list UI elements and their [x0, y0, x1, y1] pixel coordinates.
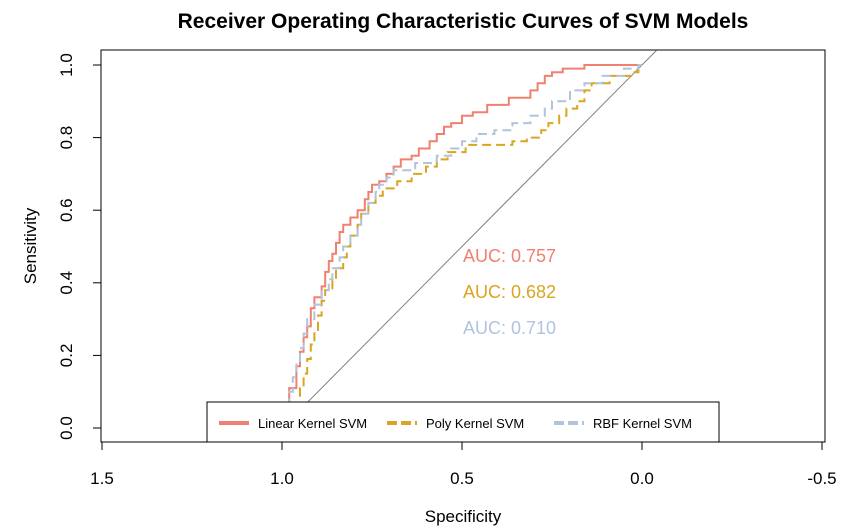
- y-tick-label: 0.8: [57, 126, 76, 150]
- y-tick-label: 0.4: [57, 271, 76, 295]
- x-tick-label: -0.5: [807, 469, 836, 488]
- legend-label: RBF Kernel SVM: [593, 416, 692, 431]
- reference-diagonal-layer: [268, 50, 657, 442]
- x-tick-label: 1.0: [270, 469, 294, 488]
- auc-label: AUC: 0.710: [463, 318, 556, 338]
- chart-title: Receiver Operating Characteristic Curves…: [178, 10, 749, 33]
- legend-label: Poly Kernel SVM: [426, 416, 524, 431]
- auc-label: AUC: 0.757: [463, 246, 556, 266]
- x-tick-label: 0.0: [630, 469, 654, 488]
- auc-label: AUC: 0.682: [463, 282, 556, 302]
- x-tick-label: 0.5: [450, 469, 474, 488]
- auc-annotations: AUC: 0.757 AUC: 0.682 AUC: 0.710: [463, 246, 556, 338]
- y-axis: 0.0 0.2 0.4 0.6 0.8 1.0: [57, 53, 102, 440]
- y-tick-label: 0.2: [57, 344, 76, 368]
- y-tick-label: 0.6: [57, 198, 76, 222]
- y-tick-label: 0.0: [57, 416, 76, 440]
- roc-curve-poly-kernel-svm: [288, 64, 642, 428]
- roc-curve-rbf-kernel-svm: [282, 64, 642, 429]
- series-layer: [282, 64, 642, 429]
- legend-label: Linear Kernel SVM: [258, 416, 367, 431]
- legend: Linear Kernel SVM Poly Kernel SVM RBF Kern…: [206, 401, 720, 443]
- legend-box: [206, 401, 720, 443]
- reference-diagonal-line: [268, 50, 657, 442]
- x-axis-label: Specificity: [425, 507, 502, 526]
- x-axis: 1.5 1.0 0.5 0.0 -0.5: [90, 441, 837, 488]
- y-axis-label: Sensitivity: [21, 207, 40, 284]
- roc-curve-linear-kernel-svm: [282, 64, 642, 429]
- y-tick-label: 1.0: [57, 53, 76, 77]
- x-tick-label: 1.5: [90, 469, 114, 488]
